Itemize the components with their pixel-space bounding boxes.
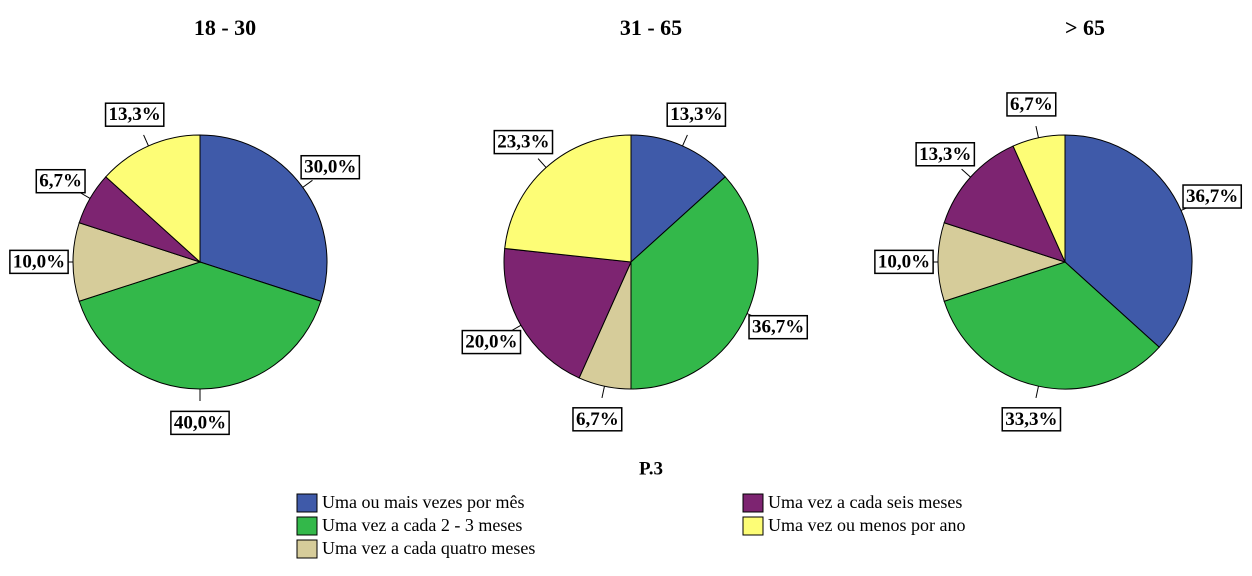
pie-slice bbox=[503, 247, 632, 379]
value-label-box: 30,0% bbox=[300, 154, 361, 180]
legend-swatch bbox=[742, 516, 764, 536]
value-label-box: 10,0% bbox=[874, 249, 934, 275]
leader-line bbox=[1035, 386, 1039, 399]
value-label: 6,7% bbox=[39, 171, 82, 192]
label-box bbox=[1001, 407, 1062, 432]
pie-slice bbox=[630, 176, 759, 390]
leader-line bbox=[302, 179, 313, 188]
value-label-box: 36,7% bbox=[1182, 184, 1243, 209]
value-label: 23,3% bbox=[497, 132, 549, 153]
pie-slice bbox=[943, 261, 1160, 390]
legend-title: P.3 bbox=[639, 458, 663, 479]
value-label: 6,7% bbox=[576, 409, 619, 430]
value-label-box: 6,7% bbox=[572, 407, 623, 432]
pie-title: 18 - 30 bbox=[194, 15, 256, 40]
value-label: 36,7% bbox=[752, 317, 804, 338]
value-label-box: 20,0% bbox=[461, 329, 522, 355]
label-box bbox=[874, 249, 934, 275]
legend-swatch bbox=[296, 516, 318, 536]
leader-line bbox=[1035, 125, 1039, 138]
label-box bbox=[1182, 184, 1243, 209]
label-box bbox=[572, 407, 623, 432]
label-box bbox=[748, 314, 809, 340]
label-box bbox=[1006, 92, 1057, 117]
value-label-box: 6,7% bbox=[35, 168, 86, 194]
value-label: 6,7% bbox=[1010, 94, 1053, 115]
label-box bbox=[493, 129, 554, 155]
legend-label: Uma vez a cada 2 - 3 meses bbox=[322, 515, 522, 535]
legend-label: Uma ou mais vezes por mês bbox=[322, 492, 524, 512]
value-label-box: 13,3% bbox=[666, 102, 727, 127]
value-label: 33,3% bbox=[1005, 409, 1057, 430]
value-label: 10,0% bbox=[878, 251, 930, 272]
legend-label: Uma vez a cada quatro meses bbox=[322, 538, 535, 558]
pie-slice bbox=[504, 134, 632, 263]
label-box bbox=[35, 168, 86, 194]
value-label: 13,3% bbox=[670, 104, 722, 125]
legend-label: Uma vez ou menos por ano bbox=[768, 515, 965, 535]
label-box bbox=[915, 142, 976, 167]
leader-line bbox=[682, 134, 688, 147]
value-label: 30,0% bbox=[304, 157, 356, 178]
value-label: 13,3% bbox=[919, 144, 971, 165]
leader-line bbox=[961, 168, 971, 178]
pie-slice bbox=[199, 134, 328, 302]
legend-swatch bbox=[742, 493, 764, 513]
value-label-box: 13,3% bbox=[915, 142, 976, 167]
value-label-box: 40,0% bbox=[170, 410, 230, 436]
value-label-box: 6,7% bbox=[1006, 92, 1057, 117]
leader-line bbox=[601, 386, 605, 399]
value-label-box: 36,7% bbox=[748, 314, 809, 340]
pie-title: > 65 bbox=[1065, 15, 1105, 40]
label-box bbox=[461, 329, 522, 355]
value-label: 20,0% bbox=[465, 332, 517, 353]
pie-slice bbox=[937, 222, 1067, 302]
value-label: 13,3% bbox=[109, 104, 161, 125]
value-label: 36,7% bbox=[1186, 186, 1238, 207]
value-label: 40,0% bbox=[174, 412, 226, 433]
pie-slice bbox=[105, 134, 201, 264]
leader-line bbox=[143, 134, 149, 147]
leader-line bbox=[537, 158, 547, 168]
label-box bbox=[104, 102, 165, 127]
value-label: 10,0% bbox=[13, 251, 65, 272]
value-label-box: 23,3% bbox=[493, 129, 554, 155]
pie-slice bbox=[1064, 134, 1193, 348]
value-label-box: 10,0% bbox=[9, 249, 69, 275]
label-box bbox=[9, 249, 69, 275]
label-box bbox=[300, 154, 361, 180]
legend-swatch bbox=[296, 539, 318, 559]
value-label-box: 33,3% bbox=[1001, 407, 1062, 432]
pie-slice bbox=[72, 222, 202, 302]
value-label-box: 13,3% bbox=[104, 102, 165, 127]
label-box bbox=[666, 102, 727, 127]
pie-slice bbox=[78, 261, 322, 390]
pie-slice bbox=[630, 134, 726, 264]
pie-title: 31 - 65 bbox=[620, 15, 682, 40]
label-box bbox=[170, 410, 230, 436]
legend-swatch bbox=[296, 493, 318, 513]
legend-label: Uma vez a cada seis meses bbox=[768, 492, 962, 512]
